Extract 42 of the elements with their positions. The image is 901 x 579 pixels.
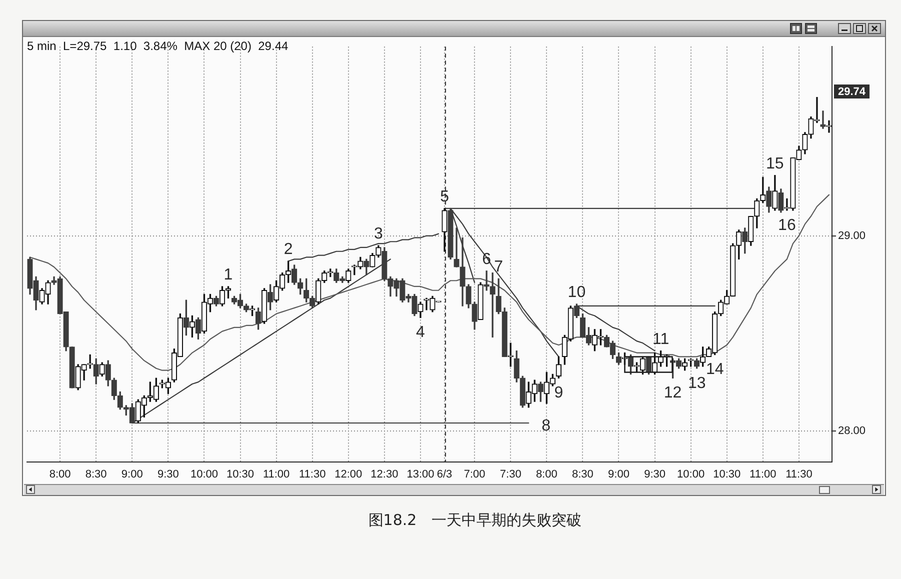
text: 图18.2 一天中早期的失败突破	[367, 511, 583, 529]
text: 9	[554, 384, 564, 402]
x-tick-label: 8:30	[85, 468, 107, 481]
x-tick-label: 9:30	[157, 468, 179, 481]
x-tick-label: 8:00	[49, 468, 71, 481]
x-tick-label: 6/3	[436, 468, 452, 481]
text: 11	[652, 330, 670, 348]
x-tick-label: 11:00	[262, 468, 290, 481]
x-tick-label: 8:30	[572, 468, 594, 481]
text: 1	[224, 266, 233, 284]
x-tick-label: 10:00	[190, 468, 218, 481]
x-tick-label: 10:00	[677, 468, 705, 481]
x-tick-label: 11:30	[786, 468, 812, 481]
text: 4	[416, 324, 425, 342]
x-tick-label: 9:30	[644, 468, 666, 481]
text: 10	[568, 284, 586, 302]
text: 7	[494, 258, 504, 276]
x-tick-label: 10:30	[713, 468, 741, 481]
x-tick-label: 9:00	[121, 468, 143, 481]
x-tick-label: 13:00	[406, 468, 434, 481]
text: 2	[284, 241, 293, 258]
text: 12	[664, 384, 682, 402]
annotation: 29.74	[838, 86, 866, 98]
x-tick-label: 11:30	[298, 468, 326, 481]
y-tick-label: 29.00	[838, 230, 866, 242]
y-tick-label: 28.00	[838, 424, 866, 437]
x-tick-label: 8:00	[536, 468, 558, 481]
x-tick-label: 7:30	[500, 468, 522, 481]
text: 13	[688, 374, 706, 392]
x-tick-label: 10:30	[226, 468, 254, 481]
x-tick-label: 7:00	[464, 468, 486, 481]
text: 3	[374, 226, 383, 243]
text: 15	[766, 155, 784, 172]
x-tick-label: 9:00	[608, 468, 630, 481]
x-tick-label: 12:00	[334, 468, 362, 481]
text: 14	[706, 361, 724, 378]
text: 16	[778, 216, 796, 234]
text: 5	[440, 188, 449, 206]
series-label: 8	[542, 417, 551, 434]
x-tick-label: 12:30	[370, 468, 398, 481]
chart-subtitle: 5 min L=29.75 1.10 3.84% MAX 20 (20) 29.44	[27, 39, 288, 53]
x-tick-label: 11:00	[750, 468, 776, 481]
